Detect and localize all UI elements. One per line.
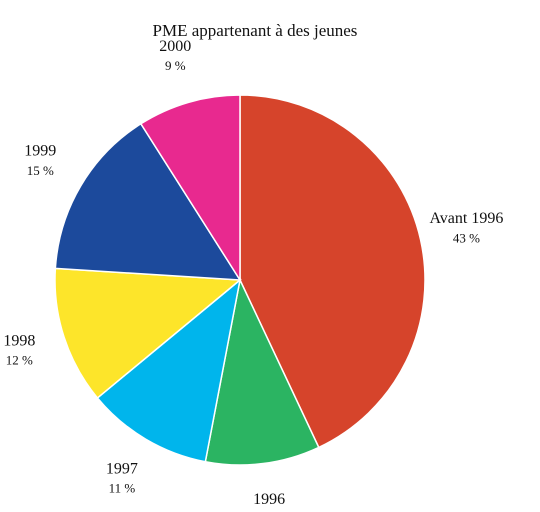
slice-value-label: 43 % xyxy=(453,230,480,245)
slice-label: 1996 xyxy=(253,491,285,508)
slice-label: 1997 xyxy=(106,460,138,477)
slice-label: 1998 xyxy=(3,332,35,349)
slice-value-label: 11 % xyxy=(109,481,136,496)
chart-title: PME appartenant à des jeunes xyxy=(153,21,358,40)
pie-slice xyxy=(239,94,426,449)
pie-slice xyxy=(96,278,242,463)
pie-slice xyxy=(54,267,242,399)
slice-label: 2000 xyxy=(159,38,191,55)
pie-slice xyxy=(139,94,241,283)
slice-value-label: 9 % xyxy=(165,58,186,73)
slice-value-label: 12 % xyxy=(6,353,33,368)
slice-value-label: 15 % xyxy=(27,163,54,178)
pie-slice xyxy=(204,277,320,466)
slice-label: Avant 1996 xyxy=(429,210,503,227)
pie-slice xyxy=(54,122,242,281)
slice-label: 1999 xyxy=(24,143,56,160)
